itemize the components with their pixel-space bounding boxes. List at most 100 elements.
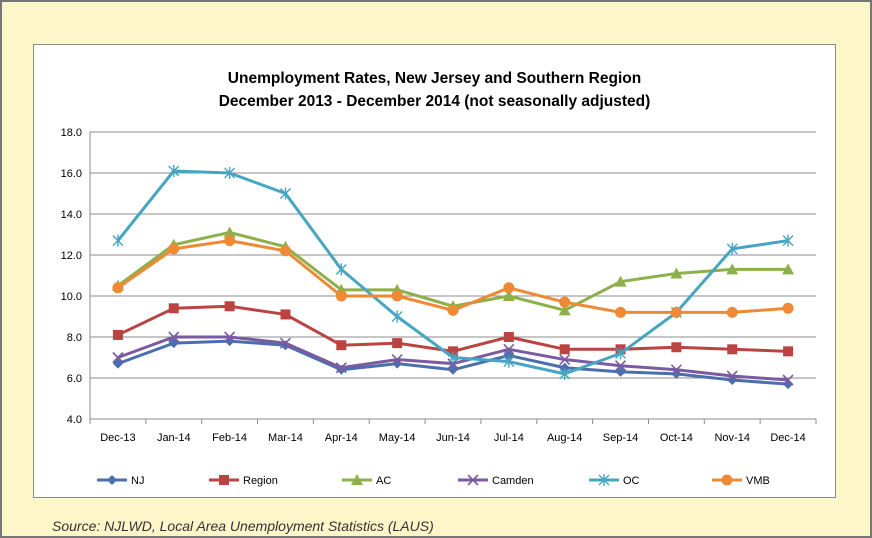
data-point-camden: [503, 343, 515, 355]
data-point-camden: [112, 351, 124, 364]
chart-subtitle: December 2013 - December 2014 (not seaso…: [218, 93, 651, 110]
legend-marker: [351, 474, 363, 485]
data-point-nj: [112, 358, 123, 369]
x-tick-label: Dec-14: [770, 432, 805, 444]
data-point-region: [168, 303, 179, 314]
data-point-oc: [391, 310, 403, 323]
legend-label: NJ: [131, 475, 144, 487]
y-tick-label: 6.0: [67, 373, 82, 385]
data-point-vmb: [726, 306, 738, 318]
data-point-ac: [782, 263, 795, 275]
series-ac: [111, 226, 795, 316]
data-point-nj: [559, 362, 570, 373]
legend-item-oc: OC: [589, 474, 640, 487]
data-point-region: [280, 309, 291, 320]
data-point-camden: [224, 331, 236, 343]
x-tick-label: Jan-14: [157, 432, 191, 444]
legend-item-vmb: VMB: [712, 474, 770, 487]
data-point-vmb: [503, 282, 515, 294]
legend-label: Camden: [492, 475, 534, 487]
y-tick-label: 14.0: [61, 209, 82, 221]
data-point-nj: [503, 350, 514, 361]
legend-label: Region: [243, 475, 278, 487]
data-point-camden: [614, 360, 627, 372]
data-point-region: [671, 342, 682, 353]
data-point-oc: [279, 187, 291, 200]
data-point-region: [559, 344, 570, 355]
data-point-ac: [726, 263, 739, 275]
x-tick-label: Oct-14: [660, 432, 693, 444]
chart-area: Unemployment Rates, New Jersey and South…: [33, 44, 836, 498]
data-point-vmb: [168, 243, 180, 255]
data-point-camden: [279, 337, 292, 349]
series-region: [112, 301, 794, 357]
data-point-ac: [670, 267, 683, 279]
x-tick-label: Feb-14: [212, 432, 247, 444]
data-point-camden: [391, 353, 403, 366]
legend-item-ac: AC: [342, 474, 391, 487]
legend-marker: [219, 475, 229, 485]
data-point-vmb: [335, 290, 347, 302]
data-point-nj: [448, 364, 458, 375]
data-point-region: [783, 346, 794, 357]
x-tick-label: Jun-14: [436, 432, 470, 444]
data-point-oc: [447, 351, 459, 364]
data-point-oc: [112, 234, 124, 247]
x-tick-label: Sep-14: [603, 432, 638, 444]
data-point-nj: [615, 366, 626, 377]
legend-item-region: Region: [209, 475, 278, 487]
chart-title-block: Unemployment Rates, New Jersey and South…: [34, 67, 835, 113]
legend-item-camden: Camden: [458, 474, 534, 487]
legend-marker: [467, 474, 479, 486]
series-nj: [112, 336, 794, 390]
data-point-vmb: [615, 306, 627, 318]
data-point-oc: [168, 164, 180, 177]
source-note: Source: NJLWD, Local Area Unemployment S…: [52, 518, 434, 534]
x-tick-label: Apr-14: [325, 432, 358, 444]
x-tick-label: May-14: [379, 432, 416, 444]
data-point-region: [336, 340, 347, 351]
data-point-oc: [559, 367, 571, 380]
data-point-oc: [615, 347, 627, 360]
data-point-camden: [559, 353, 571, 366]
y-tick-label: 12.0: [61, 250, 82, 262]
data-point-ac: [558, 304, 571, 316]
data-point-camden: [782, 374, 794, 386]
data-point-vmb: [782, 302, 794, 314]
series-vmb: [112, 235, 794, 318]
legend-label: AC: [376, 475, 391, 487]
data-point-region: [392, 338, 403, 349]
data-point-oc: [726, 242, 738, 255]
data-point-region: [448, 346, 458, 357]
data-point-ac: [223, 226, 236, 238]
data-point-region: [727, 344, 738, 355]
data-point-vmb: [112, 282, 124, 294]
line-chart: 4.0 6.0 8.0 10.0 12.0 14.0 16.0 18.0 Dec-13 Jan-1…: [61, 127, 817, 487]
series-camden: [112, 331, 794, 386]
data-point-vmb: [391, 290, 403, 302]
data-point-vmb: [279, 245, 291, 257]
legend-label: OC: [623, 475, 640, 487]
y-tick-label: 18.0: [61, 127, 82, 139]
y-tick-label: 10.0: [61, 291, 82, 303]
y-tick-label: 8.0: [67, 332, 82, 344]
legend-marker: [107, 475, 117, 485]
data-point-camden: [670, 364, 682, 376]
legend-marker: [721, 474, 733, 486]
data-point-oc: [335, 263, 347, 276]
x-tick-label: Mar-14: [268, 432, 303, 444]
x-tick-label: Jul-14: [494, 432, 524, 444]
data-point-region: [224, 301, 235, 312]
y-tick-label: 4.0: [67, 414, 82, 426]
legend-item-nj: NJ: [97, 475, 144, 487]
legend-marker: [598, 474, 610, 486]
x-tick-label: Dec-13: [100, 432, 135, 444]
data-point-region: [503, 332, 514, 342]
data-point-oc: [782, 234, 794, 247]
data-point-oc: [503, 355, 515, 368]
data-point-vmb: [559, 296, 571, 308]
data-point-camden: [168, 331, 180, 343]
data-point-nj: [168, 338, 179, 349]
x-tick-label: Aug-14: [547, 432, 582, 444]
